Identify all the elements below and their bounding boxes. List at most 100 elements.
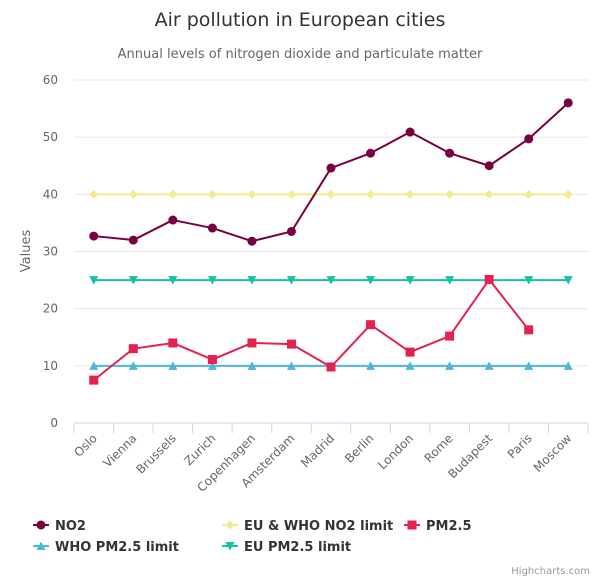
x-tick-label: Rome	[422, 431, 456, 465]
data-point[interactable]	[366, 276, 376, 285]
data-point[interactable]	[247, 236, 257, 246]
y-tick-label: 0	[50, 416, 58, 430]
data-point[interactable]	[286, 361, 296, 370]
data-point[interactable]	[524, 276, 534, 285]
data-point[interactable]	[445, 148, 455, 158]
chart-subtitle: Annual levels of nitrogen dioxide and pa…	[118, 47, 483, 62]
data-point[interactable]	[405, 361, 415, 370]
data-point[interactable]	[207, 355, 217, 365]
legend-label: PM2.5	[426, 519, 472, 534]
data-point[interactable]	[366, 361, 376, 370]
credits[interactable]: Highcharts.com	[511, 566, 590, 577]
series-4	[89, 276, 573, 285]
data-point[interactable]	[89, 375, 99, 385]
data-point[interactable]	[286, 189, 296, 199]
series-0	[89, 98, 573, 246]
data-point[interactable]	[445, 361, 455, 370]
data-point[interactable]	[168, 215, 178, 225]
legend-symbol[interactable]	[225, 520, 235, 530]
data-point[interactable]	[168, 189, 178, 199]
legend-item[interactable]: WHO PM2.5 limit	[33, 540, 179, 555]
data-point[interactable]	[326, 276, 336, 285]
legend-symbol[interactable]	[36, 541, 46, 551]
data-point[interactable]	[89, 361, 99, 370]
data-point[interactable]	[484, 161, 494, 171]
data-point[interactable]	[445, 189, 455, 199]
legend-label: EU & WHO NO2 limit	[244, 519, 393, 534]
data-point[interactable]	[326, 362, 336, 372]
y-axis: 0 10 20 30 40 50 60	[43, 73, 58, 430]
chart-title: Air pollution in European cities	[155, 9, 446, 31]
data-point[interactable]	[524, 189, 534, 199]
legend-item[interactable]: PM2.5	[404, 519, 472, 534]
data-point[interactable]	[128, 344, 138, 354]
data-point[interactable]	[524, 325, 534, 335]
data-point[interactable]	[128, 361, 138, 370]
data-point[interactable]	[484, 189, 494, 199]
data-point[interactable]	[207, 189, 217, 199]
series-2	[89, 275, 534, 385]
plot-series	[89, 98, 573, 385]
data-point[interactable]	[168, 361, 178, 370]
x-tick-label: Vienna	[100, 431, 139, 470]
data-point[interactable]	[168, 338, 178, 348]
data-point[interactable]	[524, 134, 534, 144]
y-axis-title: Values	[19, 230, 34, 273]
legend-symbol[interactable]	[225, 542, 235, 551]
x-tick-label: Zurich	[182, 431, 219, 468]
legend-label: NO2	[55, 519, 86, 534]
data-point[interactable]	[207, 361, 217, 370]
data-point[interactable]	[563, 189, 573, 199]
y-tick-label: 60	[43, 73, 58, 87]
data-point[interactable]	[207, 276, 217, 285]
data-point[interactable]	[168, 276, 178, 285]
legend-item[interactable]: NO2	[33, 519, 86, 534]
data-point[interactable]	[366, 189, 376, 199]
data-point[interactable]	[366, 148, 376, 158]
data-point[interactable]	[247, 338, 257, 348]
data-point[interactable]	[247, 276, 257, 285]
data-point[interactable]	[247, 189, 257, 199]
data-point[interactable]	[128, 189, 138, 199]
y-tick-label: 30	[43, 245, 58, 259]
y-tick-label: 20	[43, 302, 58, 316]
x-tick-label: Madrid	[298, 431, 337, 470]
x-tick-label: Paris	[505, 431, 535, 461]
data-point[interactable]	[128, 235, 138, 245]
legend-label: WHO PM2.5 limit	[55, 540, 179, 555]
grid	[74, 79, 588, 367]
data-point[interactable]	[89, 231, 99, 241]
legend-item[interactable]: EU PM2.5 limit	[222, 540, 351, 555]
data-point[interactable]	[405, 276, 415, 285]
data-point[interactable]	[563, 361, 573, 370]
data-point[interactable]	[484, 275, 494, 285]
data-point[interactable]	[286, 226, 296, 236]
data-point[interactable]	[207, 223, 217, 233]
data-point[interactable]	[484, 361, 494, 370]
data-point[interactable]	[445, 331, 455, 341]
data-point[interactable]	[405, 347, 415, 357]
x-tick-label: Berlin	[342, 431, 377, 466]
legend-symbol[interactable]	[36, 520, 46, 530]
legend-symbol[interactable]	[407, 520, 417, 530]
data-point[interactable]	[326, 189, 336, 199]
data-point[interactable]	[326, 163, 336, 173]
data-point[interactable]	[445, 276, 455, 285]
x-tick-label: Brussels	[134, 431, 179, 476]
legend[interactable]: NO2 EU & WHO NO2 limit PM2.5 WHO PM2.5 limi…	[33, 519, 472, 555]
data-point[interactable]	[524, 361, 534, 370]
data-point[interactable]	[286, 339, 296, 349]
series-line	[93, 278, 530, 381]
data-point[interactable]	[366, 320, 376, 330]
data-point[interactable]	[128, 276, 138, 285]
legend-item[interactable]: EU & WHO NO2 limit	[222, 519, 393, 534]
data-point[interactable]	[405, 189, 415, 199]
data-point[interactable]	[563, 98, 573, 108]
data-point[interactable]	[89, 276, 99, 285]
data-point[interactable]	[405, 127, 415, 137]
data-point[interactable]	[89, 189, 99, 199]
data-point[interactable]	[247, 361, 257, 370]
data-point[interactable]	[563, 276, 573, 285]
data-point[interactable]	[286, 276, 296, 285]
